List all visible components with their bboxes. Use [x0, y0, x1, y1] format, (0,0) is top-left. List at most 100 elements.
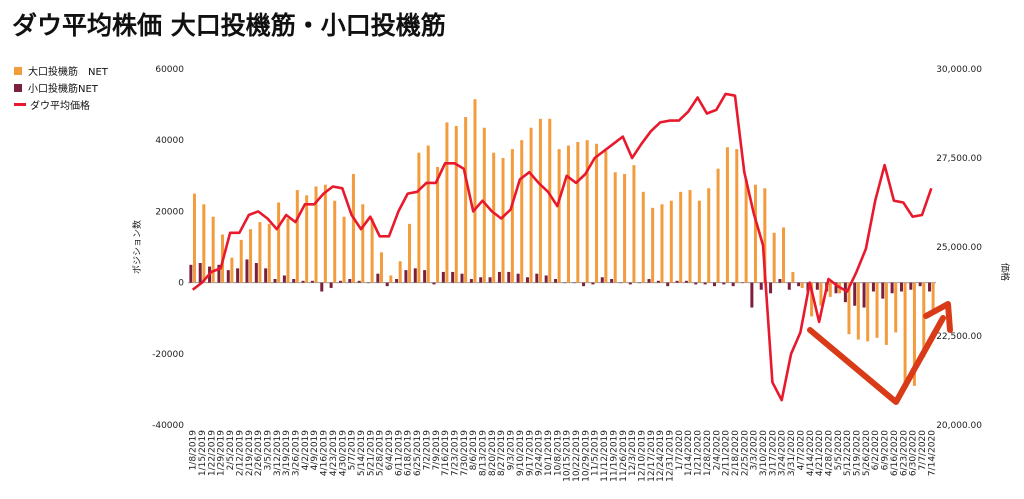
bar-small-speculators	[722, 282, 726, 285]
bar-small-speculators	[217, 264, 221, 283]
arrow-head	[923, 301, 953, 333]
legend-swatch-dow-price	[14, 103, 26, 106]
left-tick-label: -20000	[152, 350, 184, 360]
bar-small-speculators	[320, 282, 324, 292]
bar-large-speculators	[538, 118, 542, 283]
bar-small-speculators	[778, 279, 782, 283]
x-tick-label: 4/2/2019	[301, 430, 311, 471]
x-tick-label: 5/19/2020	[853, 430, 863, 476]
x-tick-label: 8/6/2019	[469, 430, 479, 471]
x-axis-labels: 1/8/2019 1/15/2019 1/22/2019 1/29/2019 2/5/2…	[189, 430, 938, 482]
bar-small-speculators	[423, 270, 427, 283]
x-tick-label: 4/7/2020	[796, 430, 806, 471]
bar-large-speculators	[342, 216, 346, 283]
x-tick-label: 5/7/2019	[348, 430, 358, 471]
bar-small-speculators	[815, 282, 819, 290]
left-axis-title: ポジション数	[131, 220, 143, 274]
x-tick-label: 12/10/2019	[637, 430, 647, 482]
bar-small-speculators	[554, 279, 558, 283]
bar-large-speculators	[576, 141, 580, 283]
bar-large-speculators	[520, 140, 524, 283]
bar-large-speculators	[464, 117, 468, 283]
left-tick-label: 40000	[155, 136, 184, 146]
bar-small-speculators	[871, 282, 875, 292]
x-tick-label: 12/31/2019	[666, 430, 676, 482]
x-tick-label: 6/4/2019	[385, 430, 395, 471]
bar-small-speculators	[741, 282, 745, 284]
bar-large-speculators	[903, 282, 907, 385]
bar-large-speculators	[314, 186, 318, 283]
bar-small-speculators	[273, 279, 277, 283]
bar-small-speculators	[441, 271, 445, 283]
dow-price-line	[191, 92, 933, 402]
bar-large-speculators	[361, 204, 365, 283]
x-tick-label: 9/24/2019	[535, 430, 545, 476]
bar-small-speculators	[881, 282, 885, 299]
bar-small-speculators	[198, 263, 202, 283]
x-tick-label: 2/26/2019	[254, 430, 264, 476]
bar-large-speculators	[697, 200, 701, 283]
bar-small-speculators	[731, 282, 735, 287]
x-tick-label: 4/23/2019	[329, 430, 339, 476]
bar-small-speculators	[834, 282, 838, 294]
x-tick-label: 4/16/2019	[320, 430, 330, 476]
right-tick-label: 27,500.00	[936, 154, 982, 164]
bar-small-speculators	[254, 263, 258, 283]
bar-large-speculators	[753, 184, 757, 283]
x-tick-label: 7/2/2019	[422, 430, 432, 471]
bar-large-speculators	[436, 166, 440, 283]
x-tick-label: 12/24/2019	[656, 430, 666, 482]
bar-small-speculators	[712, 282, 716, 287]
bar-small-speculators	[862, 282, 866, 308]
bar-large-speculators	[623, 174, 627, 283]
legend-swatch-large-speculators	[14, 66, 22, 75]
bar-small-speculators	[460, 273, 464, 283]
x-tick-label: 10/22/2019	[572, 430, 582, 482]
right-axis-title: 価格	[999, 263, 1011, 281]
bar-small-speculators	[385, 282, 389, 287]
bar-small-speculators	[787, 282, 791, 290]
bar-large-speculators	[202, 204, 206, 283]
x-tick-label: 1/29/2019	[217, 430, 227, 476]
legend-label-dow-price: ダウ平均価格	[30, 101, 90, 112]
bar-small-speculators	[759, 282, 763, 290]
bar-large-speculators	[772, 232, 776, 283]
bar-large-speculators	[725, 147, 729, 283]
bar-small-speculators	[189, 264, 193, 283]
x-tick-label: 10/29/2019	[581, 430, 591, 482]
bar-large-speculators	[323, 184, 327, 283]
bar-large-speculators	[669, 200, 673, 283]
bar-small-speculators	[245, 259, 249, 283]
bar-small-speculators	[619, 282, 623, 284]
x-tick-label: 11/26/2019	[619, 430, 629, 482]
bar-large-speculators	[389, 275, 393, 283]
bar-small-speculators	[544, 275, 548, 283]
bar-small-speculators	[909, 282, 913, 290]
x-tick-label: 3/5/2019	[263, 430, 273, 471]
bar-large-speculators	[866, 282, 870, 342]
x-tick-label: 1/28/2020	[703, 430, 713, 476]
x-tick-label: 1/14/2020	[684, 430, 694, 476]
bar-small-speculators	[507, 271, 511, 283]
x-tick-label: 5/14/2019	[357, 430, 367, 476]
bar-small-speculators	[329, 282, 333, 288]
right-tick-label: 25,000.00	[936, 243, 982, 253]
x-tick-label: 6/16/2020	[890, 430, 900, 476]
x-tick-label: 8/20/2019	[488, 430, 498, 476]
x-tick-label: 3/12/2019	[273, 430, 283, 476]
bar-large-speculators	[417, 152, 421, 283]
bar-small-speculators	[432, 282, 436, 285]
bar-small-speculators	[638, 282, 642, 284]
bar-large-speculators	[473, 99, 477, 283]
bar-large-speculators	[800, 282, 804, 288]
legend-swatch-small-speculators	[14, 83, 22, 92]
bar-small-speculators	[404, 270, 408, 283]
bar-large-speculators	[295, 190, 299, 283]
bar-small-speculators	[535, 273, 539, 283]
right-axis-ticks: 30,000.00 27,500.00 25,000.00 22,500.00 20,0…	[936, 65, 982, 431]
bar-large-speculators	[791, 271, 795, 283]
x-tick-label: 5/26/2020	[862, 430, 872, 476]
x-tick-label: 8/27/2019	[497, 430, 507, 476]
bar-small-speculators	[647, 279, 651, 283]
bar-small-speculators	[600, 277, 604, 283]
